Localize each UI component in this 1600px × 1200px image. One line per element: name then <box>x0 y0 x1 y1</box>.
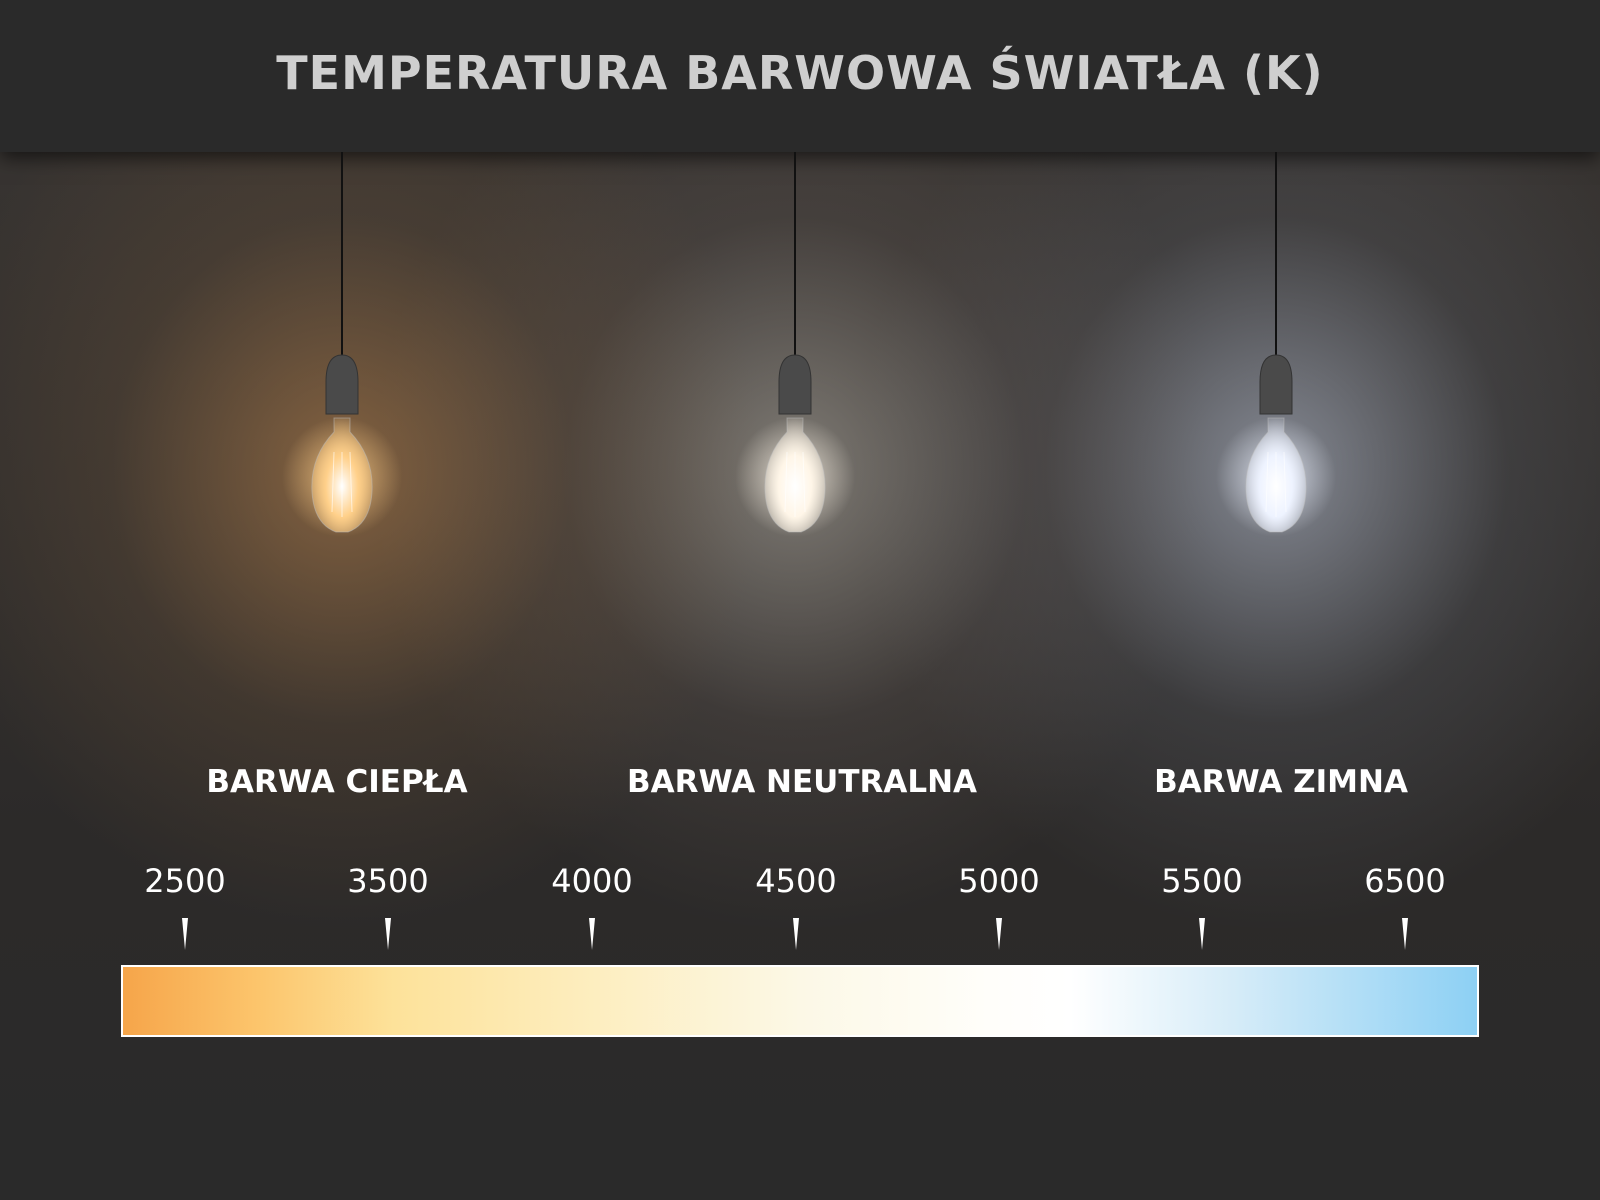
tick-label: 4500 <box>755 862 837 900</box>
tick-label: 5500 <box>1161 862 1243 900</box>
tick-marker <box>589 918 595 950</box>
color-temperature-gradient-bar <box>121 965 1479 1037</box>
tick-marker <box>1199 918 1205 950</box>
tick-marker <box>996 918 1002 950</box>
tick-label: 4000 <box>551 862 633 900</box>
tick-label: 6500 <box>1364 862 1446 900</box>
tick-label: 5000 <box>958 862 1040 900</box>
tick-marker <box>385 918 391 950</box>
label-neutral: BARWA NEUTRALNA <box>626 764 978 800</box>
label-warm: BARWA CIEPŁA <box>206 764 468 800</box>
page-title: TEMPERATURA BARWOWA ŚWIATŁA (K) <box>276 46 1324 100</box>
tick-marker <box>1402 918 1408 950</box>
tick-marker <box>182 918 188 950</box>
header-bar: TEMPERATURA BARWOWA ŚWIATŁA (K) <box>0 0 1600 152</box>
label-cold: BARWA ZIMNA <box>1154 764 1408 800</box>
tick-label: 2500 <box>144 862 226 900</box>
tick-marker <box>793 918 799 950</box>
light-bulb-icon <box>735 152 855 552</box>
light-bulb-icon <box>1216 152 1336 552</box>
tick-label: 3500 <box>347 862 429 900</box>
light-bulb-icon <box>282 152 402 552</box>
